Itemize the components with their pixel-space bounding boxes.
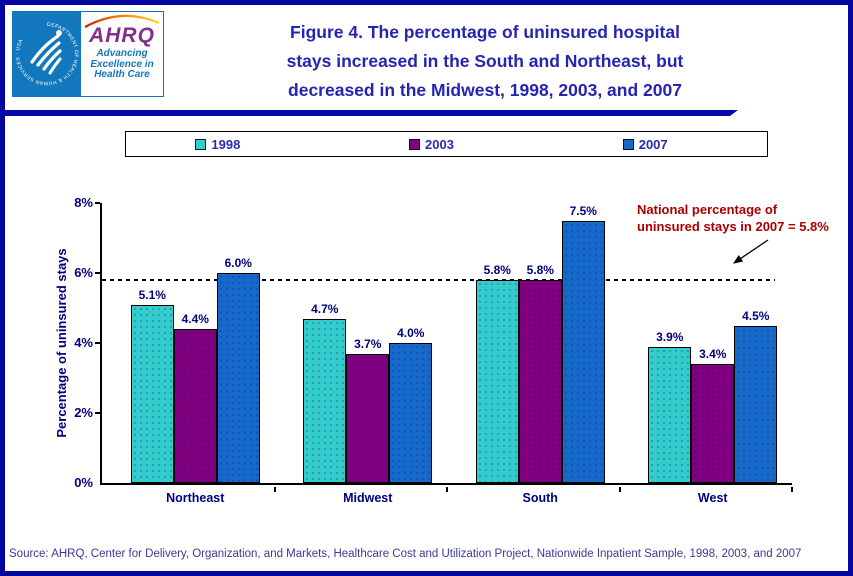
y-tick-label: 6% <box>74 265 93 280</box>
legend-item-1998: 1998 <box>111 132 325 156</box>
bar-2007-south <box>561 220 605 483</box>
bar-1998-midwest <box>303 318 347 483</box>
bar-value-label: 5.8% <box>483 263 511 277</box>
bar-2003-south <box>518 280 562 483</box>
source-note: Source: AHRQ, Center for Delivery, Organ… <box>9 548 802 560</box>
bar-value-label: 3.4% <box>699 347 727 361</box>
legend-label: 1998 <box>211 136 241 152</box>
ahrq-wordmark: AHRQ Advancing Excellence in Health Care <box>81 12 163 96</box>
annotation-arrow-icon <box>732 239 769 264</box>
y-tick-mark <box>95 342 100 344</box>
legend-label: 2003 <box>425 136 454 152</box>
plot-area: 0% 2% 4% 6% 8% 5.1% 4.4% 6.0% Northeast 4.7% 3.7% 4… <box>74 195 793 505</box>
legend-item-2003: 2003 <box>325 132 539 156</box>
legend-swatch-2003 <box>409 138 421 150</box>
annotation-line: uninsured stays in 2007 = 5.8% <box>637 219 829 234</box>
bar-2003-midwest <box>346 353 390 483</box>
legend-swatch-2007 <box>622 138 634 150</box>
bar-2007-northeast <box>216 273 260 483</box>
bar-1998-south <box>475 280 519 483</box>
legend-item-2007: 2007 <box>538 132 752 156</box>
hhs-seal: DEPARTMENT OF HEALTH & HUMAN SERVICES · … <box>13 12 81 96</box>
tagline-line: Health Care <box>94 69 150 80</box>
bar-value-label: 5.1% <box>138 287 166 302</box>
national-reference-line <box>102 279 775 281</box>
x-tick-mark <box>618 487 621 492</box>
tagline-line: Excellence in <box>90 58 154 70</box>
bar-2007-west <box>734 325 778 483</box>
bar-value-label: 4.7% <box>311 301 339 316</box>
hhs-eagle-icon: DEPARTMENT OF HEALTH & HUMAN SERVICES · … <box>15 22 79 86</box>
y-tick-mark <box>95 412 100 414</box>
bar-value-label: 6.0% <box>224 256 252 270</box>
bar-2007-midwest <box>389 343 433 483</box>
ahrq-swoosh-icon <box>84 14 160 28</box>
x-tick-mark <box>446 487 448 492</box>
y-tick-label: 4% <box>74 335 93 350</box>
header-divider <box>5 110 738 116</box>
figure-title-line: stays increased in the South and Northea… <box>286 51 684 71</box>
legend-swatch-1998 <box>195 138 207 150</box>
bar-value-label: 3.7% <box>354 336 382 351</box>
x-tick-mark <box>791 487 793 492</box>
bar-1998-west <box>648 346 692 483</box>
tagline-line: Advancing <box>96 48 148 59</box>
bar-value-label: 7.5% <box>569 203 597 218</box>
bar-value-label: 4.0% <box>397 326 425 340</box>
ahrq-logo: DEPARTMENT OF HEALTH & HUMAN SERVICES · … <box>12 11 164 97</box>
bar-value-label: 5.8% <box>526 263 554 277</box>
y-tick-mark <box>95 272 100 274</box>
x-category-label: West <box>697 491 728 505</box>
y-tick-label: 2% <box>74 405 93 420</box>
bar-value-label: 3.9% <box>656 329 684 344</box>
x-tick-mark <box>273 487 276 492</box>
x-category-label: Northeast <box>166 491 225 505</box>
figure-title: Figure 4. The percentage of uninsured ho… <box>205 18 765 105</box>
annotation-line: National percentage of <box>637 202 778 217</box>
y-tick-mark <box>95 202 100 204</box>
x-category-label: Midwest <box>343 491 393 505</box>
bar-1998-northeast <box>130 304 174 483</box>
bar-value-label: 4.4% <box>181 312 209 326</box>
bar-value-label: 4.5% <box>742 308 770 323</box>
ahrq-tagline: Advancing Excellence in Health Care <box>90 48 154 81</box>
legend-label: 2007 <box>638 136 668 152</box>
figure-title-line: decreased in the Midwest, 1998, 2003, an… <box>288 80 682 100</box>
reference-annotation: National percentage of uninsured stays i… <box>637 201 848 235</box>
x-category-label: South <box>522 491 558 505</box>
ahrq-acronym: AHRQ <box>89 24 155 47</box>
figure-title-line: Figure 4. The percentage of uninsured ho… <box>290 22 680 42</box>
y-tick-label: 8% <box>74 195 93 210</box>
chart-legend: 1998 2003 2007 <box>125 131 768 157</box>
bar-2003-west <box>691 364 735 483</box>
y-tick-label: 0% <box>74 475 93 490</box>
bar-2003-northeast <box>173 329 217 483</box>
